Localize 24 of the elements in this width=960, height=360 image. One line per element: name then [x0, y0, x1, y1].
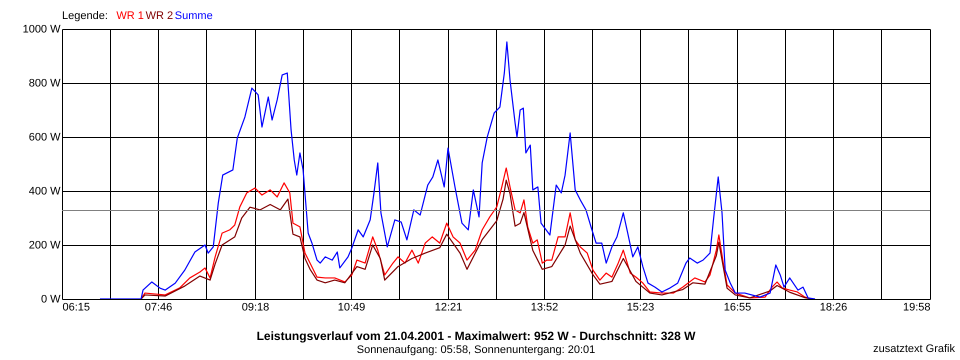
legend-title: Legende: [62, 10, 108, 22]
text: Summe [174, 10, 213, 22]
x-tick-label: 19:58 [902, 302, 930, 314]
x-tick-label: 10:49 [338, 302, 366, 314]
y-tick-label: 400 W [28, 186, 62, 198]
y-tick-label: 600 W [28, 132, 62, 144]
x-tick-label: 18:26 [820, 302, 848, 314]
y-tick-label: 200 W [28, 240, 62, 252]
x-tick-label: 15:23 [626, 302, 654, 314]
x-tick-label: 09:18 [242, 302, 270, 314]
x-tick-label: 06:15 [62, 302, 90, 314]
y-tick-label: 1000 W [22, 24, 62, 36]
text: Leistungsverlauf vom 21.04.2001 - Maximalwert: 952 W - Durchschnitt: 328 W [256, 329, 696, 343]
text: WR 2 [146, 10, 174, 22]
text: Sonnenaufgang: 05:58, Sonnenuntergang: 20:01 [356, 344, 596, 356]
text: zusatztext Grafik [873, 343, 956, 355]
text: WR 1 [116, 10, 144, 22]
x-tick-label: 16:55 [724, 302, 752, 314]
x-tick-label: 13:52 [530, 302, 558, 314]
line-series [99, 41, 816, 299]
x-tick-label: 12:21 [434, 302, 462, 314]
x-tick-label: 07:46 [144, 302, 172, 314]
y-tick-label: 800 W [28, 78, 62, 90]
y-tick-label: 0 W [40, 294, 62, 306]
